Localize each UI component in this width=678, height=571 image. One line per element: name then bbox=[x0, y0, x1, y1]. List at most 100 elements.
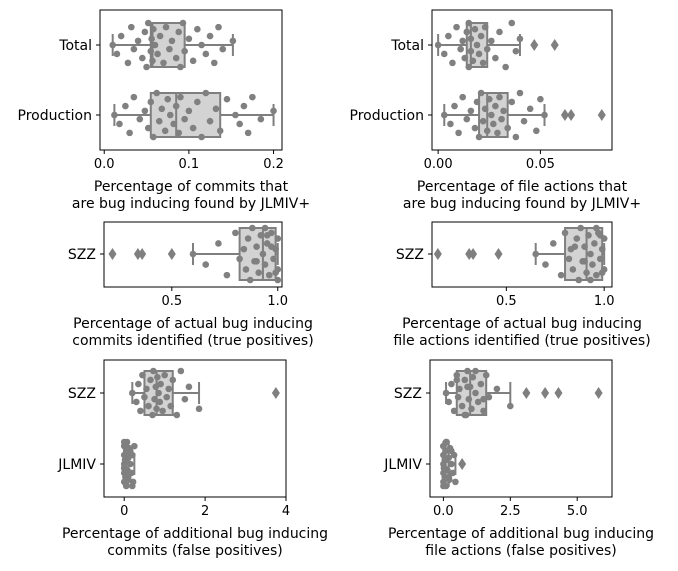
data-point bbox=[223, 95, 231, 103]
x-axis-label: Percentage of additional bug inducing bbox=[62, 526, 328, 542]
x-tick-label: 2 bbox=[201, 504, 209, 519]
outlier-point bbox=[108, 248, 117, 260]
data-point bbox=[488, 111, 495, 119]
data-point bbox=[488, 37, 495, 45]
data-point bbox=[246, 276, 254, 284]
data-point bbox=[533, 127, 540, 135]
chart-panel-4: SZZ 0.5 1.0 Percentage of actual bug induci… bbox=[393, 221, 651, 349]
data-point bbox=[216, 127, 224, 135]
category-label: SZZ bbox=[396, 247, 424, 263]
data-point bbox=[481, 23, 489, 31]
data-point bbox=[165, 385, 173, 393]
data-point bbox=[587, 250, 594, 258]
data-point bbox=[472, 389, 479, 397]
data-point bbox=[453, 23, 460, 31]
category-label: SZZ bbox=[394, 386, 422, 402]
data-point bbox=[144, 124, 152, 132]
data-point bbox=[240, 102, 248, 110]
data-point bbox=[185, 383, 193, 391]
data-point bbox=[153, 405, 160, 413]
data-point bbox=[474, 398, 482, 406]
x-tick-label: 0.05 bbox=[526, 157, 555, 172]
data-point bbox=[163, 393, 170, 401]
data-point bbox=[259, 250, 267, 258]
outlier-point bbox=[550, 39, 559, 51]
data-point bbox=[126, 447, 134, 455]
data-point bbox=[116, 120, 123, 128]
data-point bbox=[550, 240, 557, 247]
data-point bbox=[480, 407, 487, 415]
x-tick-label: 0.00 bbox=[424, 157, 453, 172]
category-label: Production bbox=[18, 108, 92, 124]
data-point bbox=[161, 127, 169, 135]
category-label: Total bbox=[58, 38, 92, 54]
data-point bbox=[135, 380, 142, 388]
data-point bbox=[148, 35, 155, 43]
data-point bbox=[450, 407, 458, 415]
data-point bbox=[268, 243, 275, 250]
data-point bbox=[458, 402, 466, 410]
data-point bbox=[467, 47, 475, 55]
data-point bbox=[526, 105, 534, 113]
data-point bbox=[498, 115, 505, 123]
data-point bbox=[475, 50, 483, 58]
plot-frame bbox=[429, 359, 613, 498]
x-tick-label: 0 bbox=[120, 504, 128, 519]
data-point bbox=[122, 466, 130, 474]
data-point bbox=[155, 389, 162, 397]
data-point bbox=[161, 371, 168, 379]
data-point bbox=[459, 93, 466, 101]
data-point bbox=[456, 385, 463, 393]
data-point bbox=[143, 63, 150, 71]
data-point bbox=[172, 54, 180, 62]
data-point bbox=[129, 389, 136, 397]
x-axis-label: file actions (false positives) bbox=[425, 543, 617, 559]
chart-panel-2: Total Production 0.00 0.05 Percentage of fil… bbox=[350, 9, 641, 212]
data-point bbox=[154, 373, 161, 381]
data-point bbox=[448, 447, 455, 455]
data-point bbox=[202, 261, 210, 268]
data-point bbox=[141, 393, 148, 401]
data-point bbox=[596, 232, 604, 239]
data-point bbox=[120, 438, 128, 446]
data-point bbox=[448, 460, 455, 468]
data-point bbox=[532, 250, 539, 258]
data-point bbox=[483, 45, 491, 53]
data-point bbox=[169, 376, 177, 384]
data-point bbox=[181, 395, 189, 403]
data-point bbox=[141, 107, 149, 115]
data-point bbox=[457, 45, 464, 53]
x-tick-label: 4 bbox=[282, 504, 290, 519]
data-point bbox=[212, 105, 220, 113]
data-point bbox=[448, 380, 455, 388]
data-point bbox=[189, 57, 197, 65]
data-point bbox=[581, 243, 588, 250]
data-point bbox=[136, 115, 144, 123]
data-point bbox=[253, 258, 260, 265]
data-point bbox=[454, 393, 462, 401]
data-point bbox=[257, 232, 265, 239]
data-point bbox=[153, 89, 161, 97]
data-point bbox=[598, 269, 606, 276]
data-point bbox=[124, 59, 132, 67]
data-point bbox=[449, 59, 456, 67]
data-point bbox=[593, 271, 600, 279]
data-point bbox=[516, 89, 524, 97]
data-point bbox=[236, 120, 243, 128]
data-point bbox=[147, 376, 154, 384]
x-tick-label: 0.1 bbox=[179, 157, 200, 172]
x-axis-label: commits (false positives) bbox=[107, 543, 283, 559]
data-point bbox=[150, 25, 157, 33]
data-point bbox=[128, 23, 135, 31]
data-point bbox=[445, 398, 453, 406]
data-point bbox=[493, 385, 501, 393]
data-point bbox=[126, 129, 133, 137]
x-axis-label: Percentage of file actions that bbox=[417, 179, 628, 195]
data-point bbox=[156, 32, 164, 40]
data-point bbox=[160, 59, 167, 67]
data-point bbox=[477, 89, 485, 97]
data-point bbox=[272, 269, 279, 276]
data-point bbox=[583, 269, 590, 276]
data-point bbox=[155, 117, 163, 125]
data-point bbox=[270, 107, 277, 115]
